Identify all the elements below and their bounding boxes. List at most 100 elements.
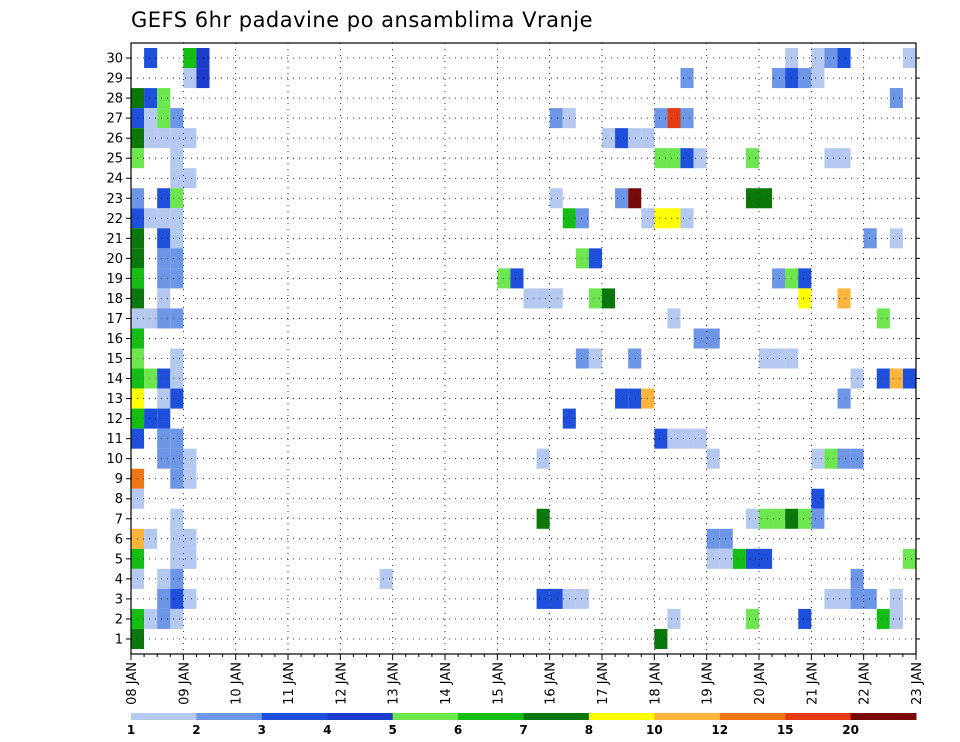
heatmap-cell	[772, 68, 786, 89]
y-tick-label: 26	[106, 132, 123, 147]
y-tick-label: 27	[106, 112, 123, 127]
colorbar-label: 6	[454, 723, 462, 737]
heatmap-cell	[654, 148, 668, 169]
heatmap-cell	[157, 208, 171, 229]
colorbar-label: 4	[323, 723, 331, 737]
heatmap-cell	[602, 128, 616, 149]
y-tick-label: 23	[106, 192, 123, 207]
heatmap-cell	[549, 288, 563, 309]
heatmap-cell	[157, 588, 171, 609]
y-tick-label: 20	[106, 252, 123, 267]
heatmap-cell	[170, 128, 184, 149]
x-tick-label: 21 JAN	[805, 662, 820, 705]
heatmap-cell	[811, 48, 825, 69]
heatmap-cell	[157, 428, 171, 449]
heatmap-cell	[811, 68, 825, 89]
heatmap-cell	[772, 268, 786, 289]
heatmap-cell	[588, 288, 602, 309]
heatmap-cell	[144, 88, 158, 109]
heatmap-cell	[628, 388, 642, 409]
heatmap-cell	[667, 148, 681, 169]
heatmap-cell	[680, 428, 694, 449]
x-tick-label: 09 JAN	[177, 662, 192, 705]
heatmap-cell	[745, 188, 759, 209]
heatmap-cell	[157, 608, 171, 629]
heatmap-cell	[157, 228, 171, 249]
y-tick-label: 22	[106, 212, 123, 227]
colorbar-swatch	[850, 713, 917, 720]
heatmap-cell	[680, 148, 694, 169]
colorbar-swatch	[458, 713, 524, 720]
y-tick-label: 29	[106, 72, 123, 87]
x-axis: 08 JAN 09 JAN 10 JAN 11 JAN 12 JAN 13 JAN 14 J…	[125, 654, 925, 705]
heatmap-cell	[157, 88, 171, 109]
heatmap-cell	[170, 108, 184, 129]
y-axis: 1234567891011121314151617181920212223242…	[106, 52, 920, 647]
heatmap-cell	[615, 188, 629, 209]
heatmap-cell	[837, 48, 851, 69]
x-tick-label: 20 JAN	[753, 662, 768, 705]
heatmap-cell	[876, 608, 890, 629]
heatmap-cell	[157, 128, 171, 149]
colorbar-swatch	[588, 713, 655, 720]
chart-title: GEFS 6hr padavine po ansamblima Vranje	[131, 8, 594, 32]
y-tick-label: 13	[106, 392, 123, 407]
heatmap-cell	[549, 588, 563, 609]
heatmap-cell	[170, 188, 184, 209]
heatmap-cell	[902, 548, 916, 569]
heatmap-cell	[536, 448, 550, 469]
colorbar-swatch	[523, 713, 590, 720]
heatmap-cell	[772, 348, 786, 369]
x-tick-label: 12 JAN	[334, 662, 349, 705]
colorbar-swatch	[392, 713, 459, 720]
heatmap-cell	[170, 428, 184, 449]
heatmap-cell	[772, 508, 786, 529]
heatmap-cell	[602, 288, 616, 309]
heatmap-cell	[889, 608, 903, 629]
y-tick-label: 16	[106, 332, 123, 347]
heatmap-cell	[157, 368, 171, 389]
x-tick-label: 15 JAN	[491, 662, 506, 705]
heatmap-cell	[680, 108, 694, 129]
heatmap-cell	[693, 328, 707, 349]
heatmap-cell	[144, 368, 158, 389]
heatmap-cell	[183, 468, 197, 489]
heatmap-cell	[144, 408, 158, 429]
heatmap-cell	[170, 308, 184, 329]
heatmap-cell	[680, 208, 694, 229]
heatmap-cell	[667, 428, 681, 449]
heatmap-cell	[824, 48, 838, 69]
heatmap-cell	[693, 428, 707, 449]
colorbar-label: 5	[388, 723, 396, 737]
heatmap-cell	[144, 608, 158, 629]
heatmap-cell	[170, 508, 184, 529]
heatmap-cell	[170, 608, 184, 629]
heatmap-cell	[157, 408, 171, 429]
heatmap-cell	[157, 248, 171, 269]
x-tick-label: 10 JAN	[230, 662, 245, 705]
y-tick-label: 9	[115, 472, 123, 487]
x-tick-label: 19 JAN	[701, 662, 716, 705]
heatmap-cell	[575, 208, 589, 229]
heatmap-cell	[510, 268, 524, 289]
heatmap-cell	[157, 448, 171, 469]
heatmap-cell	[536, 288, 550, 309]
heatmap-cell	[680, 68, 694, 89]
heatmap-cell	[536, 508, 550, 529]
heatmap-cell	[144, 208, 158, 229]
heatmap-cell	[170, 368, 184, 389]
y-tick-label: 10	[106, 452, 123, 467]
y-tick-label: 17	[106, 312, 123, 327]
heatmap-cell	[667, 308, 681, 329]
heatmap-cell	[798, 288, 812, 309]
y-tick-label: 30	[106, 52, 123, 67]
heatmap-cells	[131, 48, 916, 649]
heatmap-cell	[157, 288, 171, 309]
y-tick-label: 18	[106, 292, 123, 307]
heatmap-cell	[667, 208, 681, 229]
heatmap-cell	[628, 128, 642, 149]
heatmap-cell	[170, 448, 184, 469]
x-tick-label: 22 JAN	[858, 662, 873, 705]
colorbar-swatch	[131, 713, 197, 720]
